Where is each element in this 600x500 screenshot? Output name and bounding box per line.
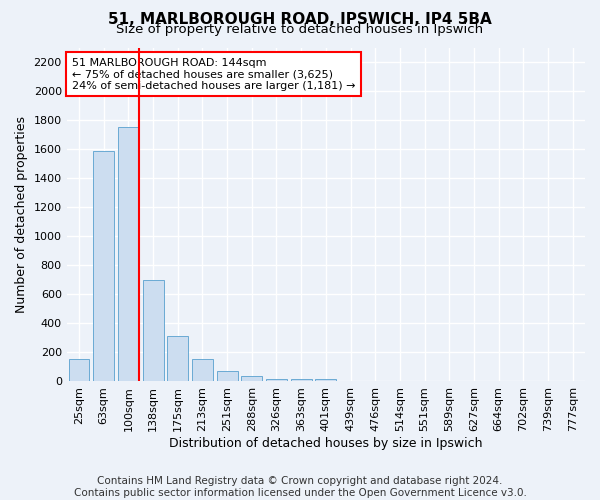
Text: Contains HM Land Registry data © Crown copyright and database right 2024.
Contai: Contains HM Land Registry data © Crown c… <box>74 476 526 498</box>
Bar <box>217 370 238 382</box>
Bar <box>192 359 213 382</box>
Bar <box>118 128 139 382</box>
Text: 51, MARLBOROUGH ROAD, IPSWICH, IP4 5BA: 51, MARLBOROUGH ROAD, IPSWICH, IP4 5BA <box>108 12 492 28</box>
X-axis label: Distribution of detached houses by size in Ipswich: Distribution of detached houses by size … <box>169 437 482 450</box>
Bar <box>316 378 337 382</box>
Bar <box>68 359 89 382</box>
Bar <box>290 378 311 382</box>
Text: Size of property relative to detached houses in Ipswich: Size of property relative to detached ho… <box>116 22 484 36</box>
Bar <box>266 378 287 382</box>
Bar <box>143 280 164 382</box>
Bar <box>241 376 262 382</box>
Text: 51 MARLBOROUGH ROAD: 144sqm
← 75% of detached houses are smaller (3,625)
24% of : 51 MARLBOROUGH ROAD: 144sqm ← 75% of det… <box>72 58 355 90</box>
Y-axis label: Number of detached properties: Number of detached properties <box>15 116 28 313</box>
Bar <box>167 336 188 382</box>
Bar <box>93 150 114 382</box>
